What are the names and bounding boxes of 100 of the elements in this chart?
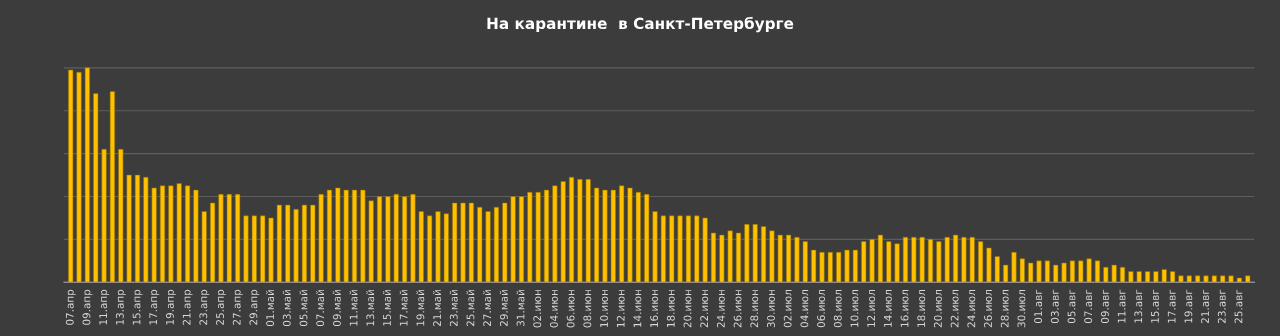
bar — [118, 149, 124, 283]
bar — [518, 196, 525, 283]
bar — [635, 191, 641, 283]
bar — [159, 185, 166, 283]
x-tick-label: 09.авг — [1100, 289, 1109, 324]
bar — [886, 241, 892, 283]
bar — [1220, 275, 1226, 283]
bar — [285, 204, 291, 283]
bar — [1203, 275, 1209, 283]
bar — [568, 176, 575, 283]
x-tick-label: 15.май — [382, 290, 391, 326]
x-tick-label: 26.июн — [733, 290, 742, 328]
bar — [1211, 275, 1217, 283]
bar — [894, 243, 900, 283]
x-tick-label: 19.апр — [166, 289, 176, 325]
x-tick-label: 24.июл — [967, 290, 976, 328]
bar — [385, 196, 391, 283]
x-tick-label: 07.авг — [1084, 289, 1093, 324]
bar — [168, 185, 174, 283]
x-tick-label: 04.июл — [800, 290, 809, 328]
bar — [1161, 269, 1167, 283]
x-tick-label: 09.апр — [82, 289, 93, 325]
bar — [844, 249, 850, 283]
bar — [594, 187, 600, 283]
x-tick-label: 12.июн — [616, 290, 625, 327]
bar — [268, 217, 274, 283]
bar — [627, 187, 633, 283]
x-tick-label: 10.июл — [850, 290, 859, 327]
bar — [368, 200, 374, 283]
bar — [1178, 275, 1184, 283]
bar — [435, 211, 441, 283]
bar — [376, 196, 383, 283]
x-tick-label: 19.май — [416, 290, 425, 326]
bar — [1061, 262, 1067, 283]
x-tick-label: 25.авг — [1234, 289, 1243, 323]
bar — [326, 189, 333, 283]
bar — [744, 224, 750, 283]
bar — [502, 202, 508, 283]
x-tick-label: 18.июн — [666, 290, 675, 327]
bar — [335, 187, 341, 283]
x-tick-label: 27.май — [483, 290, 492, 326]
x-tick-label: 25.апр — [216, 289, 226, 325]
bar — [351, 189, 358, 283]
x-tick-label: 17.май — [399, 290, 408, 326]
bar — [752, 224, 758, 283]
bar — [184, 185, 191, 283]
bar — [877, 234, 883, 283]
bar — [961, 236, 967, 283]
x-tick-label: 28.июн — [750, 290, 759, 328]
chart-title: На карантине в Санкт-Петербурге — [487, 16, 794, 33]
bar — [1103, 266, 1109, 283]
bar — [493, 206, 499, 283]
bar — [218, 194, 224, 283]
bar — [1186, 275, 1192, 283]
bar — [1019, 258, 1025, 283]
bar — [1228, 275, 1234, 283]
bar — [527, 191, 533, 283]
x-tick-label: 02.июл — [783, 290, 792, 328]
bar — [477, 206, 483, 283]
bar — [260, 215, 266, 283]
bar — [226, 194, 232, 283]
bar — [485, 211, 491, 283]
bar — [802, 241, 808, 283]
bar — [902, 236, 909, 283]
bar — [201, 211, 207, 283]
bar — [176, 183, 182, 283]
bar — [468, 202, 474, 283]
bar — [1245, 275, 1251, 283]
bar — [986, 247, 992, 283]
bar — [710, 232, 717, 283]
bar — [919, 236, 925, 283]
bar — [585, 179, 591, 283]
bar — [427, 215, 433, 283]
x-tick-label: 12.июл — [867, 290, 876, 327]
bar — [811, 249, 817, 283]
bar — [719, 234, 725, 283]
x-tick-label: 04.июн — [550, 290, 558, 328]
x-tick-label: 20.июл — [934, 290, 942, 328]
bar — [1195, 275, 1201, 283]
bar — [619, 185, 625, 283]
x-tick-label: 17.апр — [149, 289, 160, 325]
x-tick-label: 11.авг — [1117, 289, 1126, 323]
bar — [151, 187, 157, 283]
x-tick-label: 20.июн — [683, 290, 692, 328]
bar — [68, 69, 74, 283]
bar — [794, 236, 800, 283]
bar — [644, 194, 650, 283]
bar — [134, 174, 141, 283]
bar — [694, 215, 700, 283]
bar — [510, 196, 516, 283]
bar — [560, 181, 566, 283]
x-tick-label: 29.апр — [249, 289, 260, 325]
bar — [652, 211, 658, 283]
x-tick-label: 23.май — [449, 290, 458, 326]
bar — [1028, 262, 1034, 283]
bar — [1170, 271, 1176, 283]
x-tick-label: 05.авг — [1067, 289, 1076, 324]
x-tick-label: 08.июн — [583, 290, 592, 328]
x-tick-label: 24.июн — [716, 290, 725, 328]
bar — [460, 202, 466, 283]
